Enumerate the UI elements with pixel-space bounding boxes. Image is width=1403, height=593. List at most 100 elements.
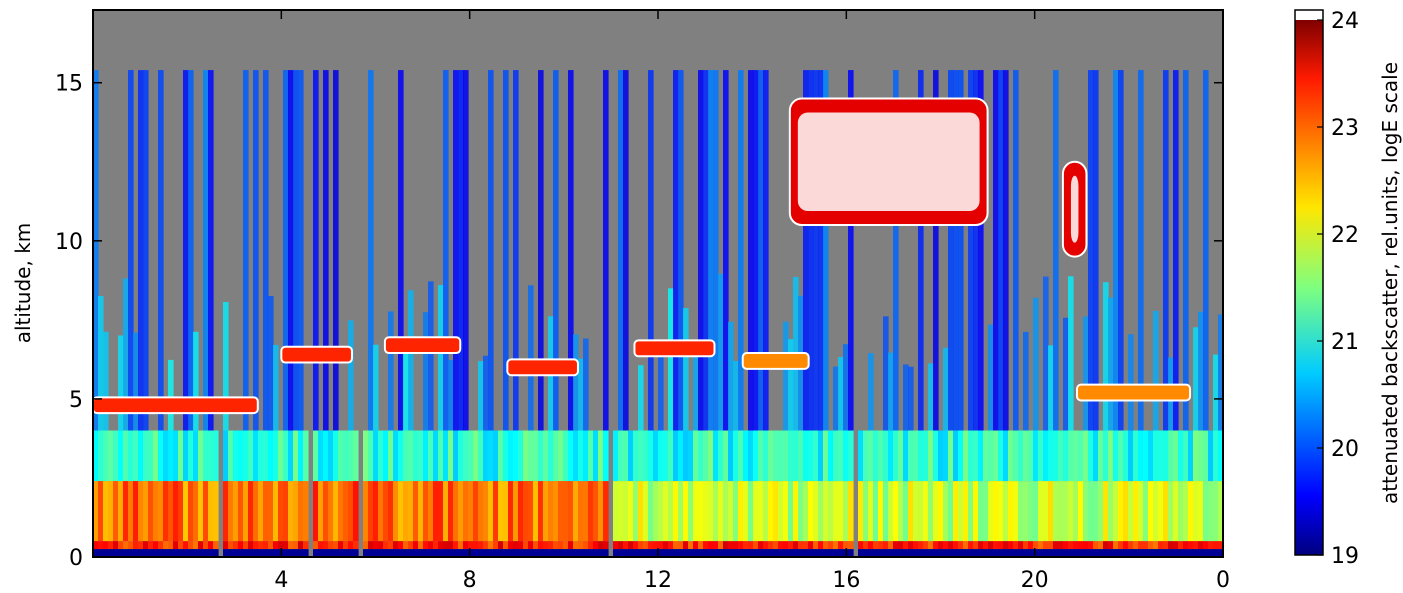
surface-cell	[528, 549, 534, 557]
ground-cell	[393, 541, 399, 550]
bl-upper-cell	[1028, 430, 1034, 482]
bl-core-cell	[728, 481, 734, 542]
surface-cell	[993, 549, 999, 557]
signal-column	[843, 344, 849, 503]
surface-cell	[823, 549, 829, 557]
bl-upper-cell	[908, 430, 914, 482]
bl-upper-cell	[298, 430, 304, 482]
signal-column	[138, 70, 144, 431]
bl-core-cell	[1008, 481, 1014, 542]
bl-upper-cell	[798, 430, 804, 482]
ground-cell	[208, 541, 214, 550]
bl-core-cell	[273, 481, 279, 542]
surface-cell	[488, 549, 494, 557]
bl-core-cell	[198, 481, 204, 542]
signal-column	[243, 70, 249, 431]
ground-cell	[98, 541, 104, 550]
ground-cell	[758, 541, 764, 550]
bl-upper-cell	[248, 430, 254, 482]
ground-cell	[403, 541, 409, 550]
bl-core-cell	[313, 481, 319, 542]
bl-core-cell	[378, 481, 384, 542]
ground-cell	[838, 541, 844, 550]
surface-cell	[518, 549, 524, 557]
surface-cell	[1213, 549, 1219, 557]
ground-cell	[1178, 541, 1184, 550]
bl-core-cell	[933, 481, 939, 542]
bl-core-cell	[1048, 481, 1054, 542]
surface-cell	[468, 549, 474, 557]
bl-core-cell	[663, 481, 669, 542]
bl-upper-cell	[238, 430, 244, 482]
bl-core-cell	[863, 481, 869, 542]
bl-core-cell	[153, 481, 159, 542]
ground-cell	[1053, 541, 1059, 550]
colorbar-gradient	[1295, 20, 1323, 555]
signal-column	[1203, 70, 1209, 431]
ground-cell	[448, 541, 454, 550]
signal-column	[548, 316, 554, 475]
ground-cell	[123, 541, 129, 550]
ground-cell	[478, 541, 484, 550]
signal-column	[668, 288, 674, 447]
cirrus-saturated-core	[797, 112, 980, 212]
bl-upper-cell	[108, 430, 114, 482]
ground-cell	[288, 541, 294, 550]
bl-core-cell	[603, 481, 609, 542]
signal-column	[128, 70, 134, 431]
bl-upper-cell	[428, 430, 434, 482]
bl-core-cell	[908, 481, 914, 542]
ground-cell	[983, 541, 989, 550]
surface-cell	[593, 549, 599, 557]
surface-cell	[193, 549, 199, 557]
ground-cell	[1048, 541, 1054, 550]
colorbar-over-extension	[1295, 10, 1323, 20]
surface-cell	[808, 549, 814, 557]
bl-upper-cell	[113, 430, 119, 482]
bl-upper-cell	[738, 430, 744, 482]
surface-cell	[1098, 549, 1104, 557]
bl-upper-cell	[733, 430, 739, 482]
bl-upper-cell	[1013, 430, 1019, 482]
bl-upper-cell	[1033, 430, 1039, 482]
bl-core-cell	[238, 481, 244, 542]
ground-cell	[993, 541, 999, 550]
bl-upper-cell	[223, 430, 229, 482]
bl-upper-cell	[383, 430, 389, 482]
bl-upper-cell	[133, 430, 139, 482]
surface-cell	[368, 549, 374, 557]
bl-core-cell	[668, 481, 674, 542]
ground-cell	[748, 541, 754, 550]
bl-core-cell	[403, 481, 409, 542]
ground-cell	[863, 541, 869, 550]
ground-cell	[623, 541, 629, 550]
bl-core-cell	[878, 481, 884, 542]
ground-cell	[313, 541, 319, 550]
bl-core-cell	[633, 481, 639, 542]
cloud-layer	[280, 345, 353, 364]
bl-upper-cell	[1133, 430, 1139, 482]
cloud-layer	[633, 339, 716, 358]
ground-cell	[528, 541, 534, 550]
bl-upper-cell	[323, 430, 329, 482]
signal-column	[188, 70, 194, 431]
colorbar-label: attenuated backscatter, rel.units, logE …	[1378, 62, 1402, 504]
bl-upper-cell	[413, 430, 419, 482]
bl-upper-cell	[268, 430, 274, 482]
signal-column	[918, 70, 924, 431]
bl-upper-cell	[438, 430, 444, 482]
bl-upper-cell	[433, 430, 439, 482]
bl-core-cell	[553, 481, 559, 542]
bl-upper-cell	[693, 430, 699, 482]
bl-upper-cell	[1018, 430, 1024, 482]
ground-cell	[183, 541, 189, 550]
bl-upper-cell	[1053, 430, 1059, 482]
ground-cell	[113, 541, 119, 550]
bl-core-cell	[93, 481, 99, 542]
colorbar-tick-label: 24	[1331, 9, 1359, 34]
surface-cell	[213, 549, 219, 557]
ground-cell	[173, 541, 179, 550]
ground-cell	[743, 541, 749, 550]
signal-column	[728, 321, 734, 480]
surface-cell	[803, 549, 809, 557]
